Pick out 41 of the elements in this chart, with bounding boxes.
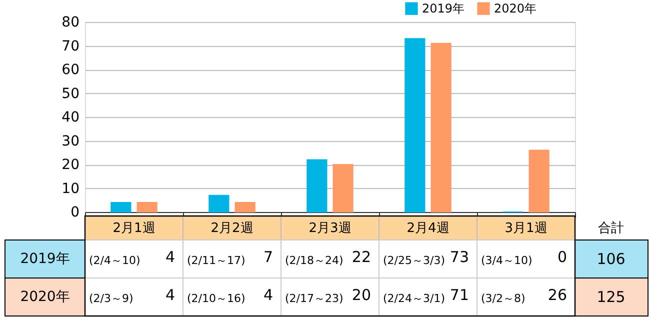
text: (2/11～17) <box>187 254 246 267</box>
data-label: 73 <box>450 248 469 266</box>
text: (2/3～9) <box>89 292 134 305</box>
x-tick-label: 2月2週 <box>210 221 254 236</box>
data-label: 4 <box>263 286 273 304</box>
text: (2/24～3/1) <box>383 292 445 305</box>
data-label: 4 <box>165 248 175 266</box>
x-tick-label: 3月1週 <box>504 221 548 236</box>
y-tick-label: 20 <box>62 157 80 173</box>
data-label: 20 <box>352 286 371 304</box>
text: (2/18～24) <box>285 254 344 267</box>
text: (2/25～3/3) <box>383 254 445 267</box>
text: (3/4～10) <box>481 254 532 267</box>
data-label: 4 <box>165 286 175 304</box>
text: 106 <box>596 250 626 268</box>
text: (2/4～10) <box>89 254 140 267</box>
y-tick-label: 10 <box>62 180 80 197</box>
legend-label: 2019年 <box>422 2 465 16</box>
y-tick-label: 80 <box>62 14 80 30</box>
x-tick-label: 2月3週 <box>308 221 352 236</box>
text: (2/17～23) <box>285 292 344 305</box>
y-tick-label: 40 <box>62 110 80 126</box>
data-label: 22 <box>352 248 371 266</box>
text: 125 <box>596 288 626 306</box>
y-tick-label: 30 <box>62 133 80 150</box>
x-tick-label: 2月1週 <box>112 221 156 236</box>
data-label: 26 <box>548 286 567 304</box>
y-tick-label: 70 <box>62 38 80 54</box>
text: 2020年 <box>20 289 70 305</box>
y-tick-label: 60 <box>62 62 80 78</box>
y-tick-label: 0 <box>70 204 80 220</box>
y-tick-label: 50 <box>62 86 80 102</box>
data-label: 71 <box>450 286 469 304</box>
text: (3/2～8) <box>481 292 526 305</box>
legend-label: 2020年 <box>494 2 537 16</box>
text: 2019年 <box>20 251 70 267</box>
x-tick-label: 2月4週 <box>406 221 450 236</box>
data-label: 7 <box>263 248 273 266</box>
text: (2/10～16) <box>187 292 246 305</box>
text: 合計 <box>598 221 624 236</box>
data-label: 0 <box>557 248 567 266</box>
